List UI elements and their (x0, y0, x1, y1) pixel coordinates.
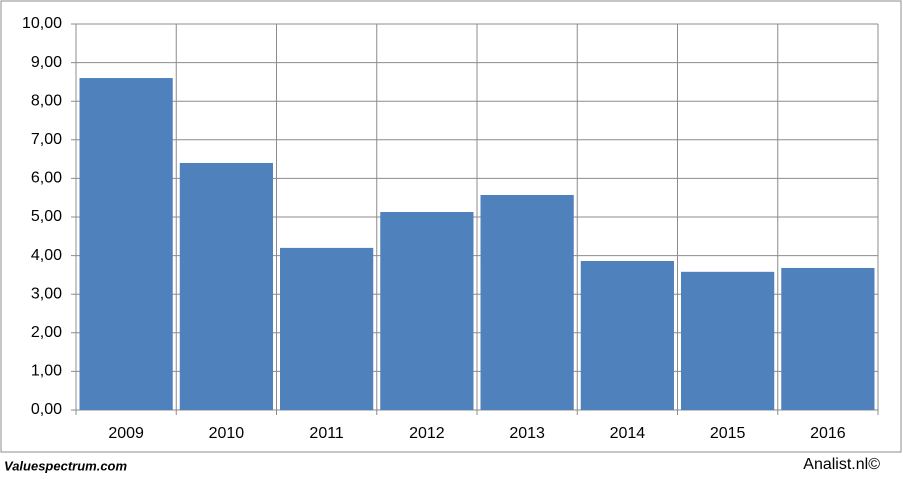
x-tick-label: 2009 (108, 425, 144, 442)
bar (681, 271, 775, 410)
y-tick-label: 9,00 (31, 54, 62, 71)
x-tick-label: 2012 (409, 425, 445, 442)
x-tick-label: 2016 (810, 425, 846, 442)
x-tick-label: 2015 (710, 425, 746, 442)
y-tick-label: 10,00 (22, 15, 62, 32)
bar (280, 247, 374, 410)
y-tick-label: 0,00 (31, 401, 62, 418)
footer-right: Analist.nl© (803, 456, 880, 473)
bar (380, 211, 474, 410)
bar (781, 267, 875, 410)
y-tick-label: 7,00 (31, 131, 62, 148)
x-tick-label: 2010 (209, 425, 245, 442)
y-tick-label: 6,00 (31, 170, 62, 187)
x-tick-label: 2014 (610, 425, 646, 442)
bar (580, 261, 674, 410)
bar (79, 78, 173, 410)
y-tick-label: 8,00 (31, 92, 62, 109)
x-tick-label: 2013 (509, 425, 545, 442)
x-tick-label: 2011 (309, 425, 344, 442)
bar (179, 162, 273, 410)
bar (480, 194, 574, 410)
y-tick-label: 5,00 (31, 208, 62, 225)
y-tick-label: 3,00 (31, 285, 62, 302)
footer-left: Valuespectrum.com (4, 458, 128, 473)
y-tick-label: 2,00 (31, 324, 62, 341)
y-tick-label: 4,00 (31, 247, 62, 264)
y-tick-label: 1,00 (31, 363, 62, 380)
